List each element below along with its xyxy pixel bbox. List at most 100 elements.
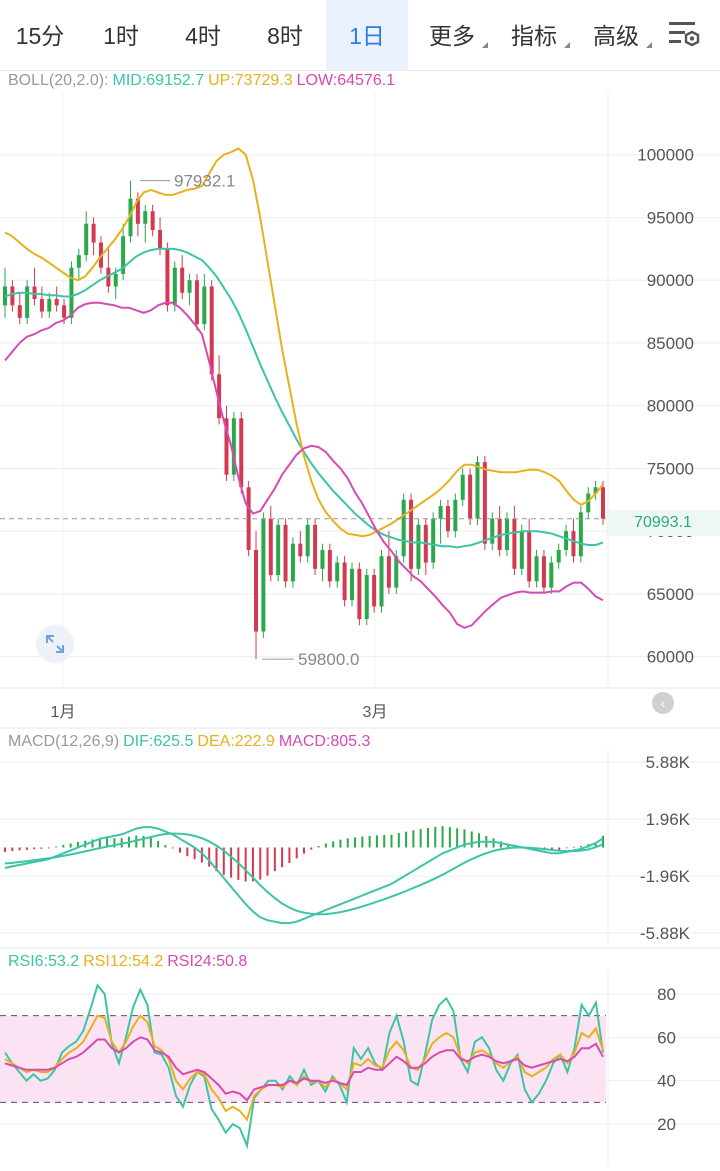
tab-label: 15分 [15, 23, 65, 49]
dropdown-caret-icon [646, 42, 652, 48]
candle-body [187, 280, 192, 293]
dropdown-caret-icon [564, 42, 570, 48]
rsi-legend-rsi6: RSI6:53.2 [8, 953, 80, 970]
candle-body [460, 474, 465, 500]
candle-body [335, 562, 340, 582]
candle-body [320, 549, 325, 569]
candle-body [283, 524, 288, 582]
candle-body [401, 499, 406, 557]
candle-body [394, 556, 399, 588]
candle-body [276, 524, 281, 576]
candle-body [601, 487, 605, 519]
candle-body [209, 286, 214, 375]
y-tick-label: 75000 [647, 459, 694, 478]
tab-15min[interactable]: 15分 [0, 0, 80, 70]
candle-body [165, 248, 170, 306]
candle-body [549, 562, 554, 588]
candle-body [76, 255, 81, 268]
candle-body [556, 549, 561, 563]
fullscreen-button[interactable] [36, 625, 74, 663]
boll-up-line [4, 147, 604, 538]
candle-body [17, 305, 22, 318]
tab-4h[interactable]: 4时 [162, 0, 244, 70]
candle-body [527, 531, 532, 582]
y-tick-label: 1.96K [646, 810, 691, 829]
tab-8h[interactable]: 8时 [244, 0, 326, 70]
tab-1h[interactable]: 1时 [80, 0, 162, 70]
high-price-label: 97932.1 [174, 172, 235, 191]
candle-body [445, 506, 450, 532]
candle-body [268, 518, 273, 576]
y-tick-label: 80000 [647, 397, 694, 416]
candle-body [409, 499, 414, 569]
tab-more[interactable]: 更多 [414, 0, 490, 70]
candle-body [239, 418, 244, 488]
candle-body [172, 267, 177, 306]
candle-body [372, 575, 377, 607]
candle-body [261, 518, 266, 632]
rsi-legend-rsi12: RSI12:54.2 [83, 953, 164, 970]
tab-label: 1日 [349, 23, 385, 49]
macd-legend: MACD(12,26,9) DIF:625.5 DEA:222.9 MACD:805.… [8, 733, 374, 751]
candle-body [69, 267, 74, 318]
y-tick-label: -5.88K [640, 924, 691, 943]
y-tick-label: 60000 [647, 648, 694, 667]
candle-body [586, 493, 591, 513]
chart-settings-icon[interactable] [668, 20, 702, 50]
tab-indicators[interactable]: 指标 [496, 0, 572, 70]
candle-body [47, 299, 52, 312]
candle-body [541, 556, 546, 588]
candle-body [593, 487, 598, 494]
candle-body [313, 524, 318, 569]
candle-body [342, 562, 347, 601]
tab-label: 8时 [267, 23, 303, 49]
candle-body [386, 556, 391, 588]
rsi-overbought-oversold-band [0, 1015, 606, 1103]
candle-body [217, 374, 222, 419]
low-price-label: 59800.0 [298, 650, 359, 669]
candle-body [91, 223, 96, 243]
candle-body [254, 549, 259, 632]
candle-body [512, 518, 517, 569]
candle-body [54, 299, 59, 306]
tab-label: 1时 [103, 23, 139, 49]
candle-body [194, 280, 199, 325]
price-chart[interactable]: 1000009500090000850008000075000700006500… [0, 0, 720, 730]
current-price-label: 70993.1 [606, 510, 720, 536]
y-tick-label: 60 [657, 1028, 676, 1047]
y-tick-label: 95000 [647, 208, 694, 227]
collapse-button[interactable]: ‹ [652, 692, 674, 714]
candle-body [202, 286, 207, 325]
rsi-rsi24-line [4, 1036, 604, 1102]
y-tick-label: 20 [657, 1115, 676, 1134]
tab-label: 高级 [593, 23, 639, 49]
tab-advanced[interactable]: 高级 [578, 0, 654, 70]
x-tick-label: 1月 [51, 704, 76, 721]
candle-body [121, 236, 126, 274]
candle-body [327, 549, 332, 582]
candle-body [231, 418, 236, 475]
candle-body [571, 531, 576, 557]
candle-body [150, 211, 155, 231]
candle-body [290, 543, 295, 582]
candle-body [364, 575, 369, 619]
y-tick-label: 65000 [647, 585, 694, 604]
candle-body [180, 267, 185, 293]
rsi-legend: RSI6:53.2 RSI12:54.2 RSI24:50.8 [8, 953, 251, 971]
candle-body [84, 223, 89, 256]
candle-body [158, 230, 163, 249]
tab-label: 指标 [511, 23, 557, 49]
candle-body [32, 286, 37, 300]
candle-body [246, 487, 251, 550]
candle-body [578, 512, 583, 557]
macd-legend-dea: DEA:222.9 [197, 733, 275, 750]
tab-1d[interactable]: 1日 [326, 0, 408, 70]
timeframe-tab-bar: 15分 1时 4时 8时 1日 更多 指标 高级 [0, 0, 720, 71]
boll-legend-up: UP:73729.3 [208, 72, 293, 89]
y-tick-label: 80 [657, 985, 676, 1004]
dropdown-caret-icon [482, 42, 488, 48]
macd-dea-line [4, 832, 604, 916]
macd-legend-dif: DIF:625.5 [123, 733, 194, 750]
y-tick-label: 90000 [647, 271, 694, 290]
